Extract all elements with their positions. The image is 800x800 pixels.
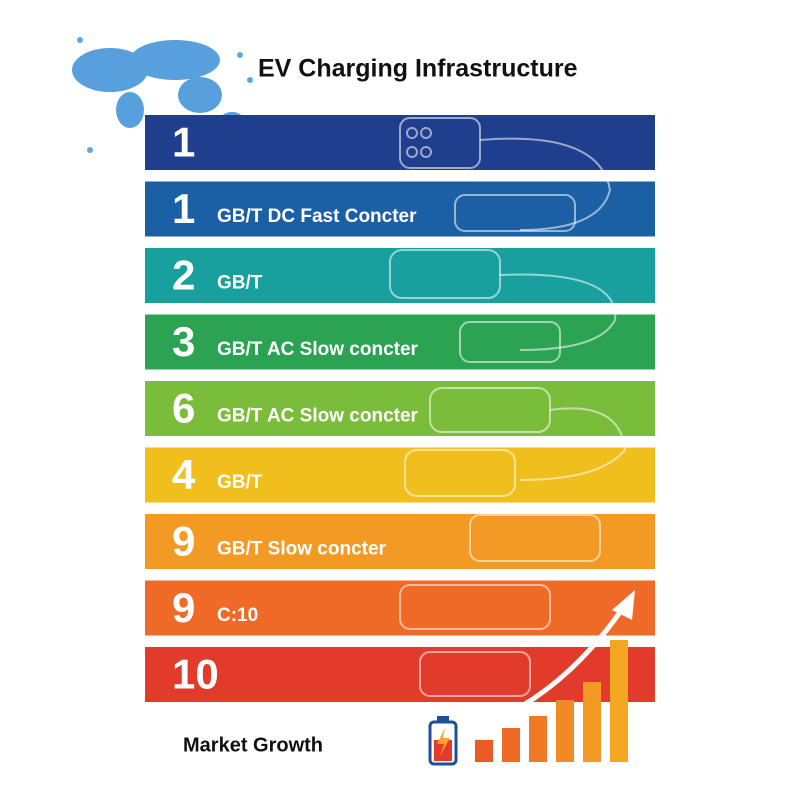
row-band xyxy=(145,647,655,702)
row-number: 2 xyxy=(172,252,195,299)
row-band xyxy=(145,181,655,237)
row-number: 3 xyxy=(172,318,195,365)
row-label: GB/T Slow concter xyxy=(217,539,387,560)
row-number: 4 xyxy=(172,451,196,498)
row-number: 1 xyxy=(172,119,195,166)
battery-icon xyxy=(428,716,458,766)
row-label: GB/T xyxy=(217,472,263,493)
growth-bars xyxy=(469,590,635,762)
row-number: 10 xyxy=(172,651,219,698)
row-band xyxy=(145,514,655,569)
row-label: GB/T AC Slow concter xyxy=(217,339,419,360)
row-label: GB/T DC Fast Concter xyxy=(217,206,417,227)
row-number: 9 xyxy=(172,584,195,631)
row-band xyxy=(145,248,655,303)
connector-illustrations xyxy=(389,117,627,697)
row-label: GB/T xyxy=(217,273,263,294)
row-number: 1 xyxy=(172,185,195,232)
row-label: C:10 xyxy=(217,605,258,626)
row-number: 6 xyxy=(172,385,195,432)
footer-label: Market Growth xyxy=(183,734,323,756)
row-band xyxy=(145,447,655,503)
world-map xyxy=(72,40,244,128)
row-number: 9 xyxy=(172,518,195,565)
rows: 1 1 GB/T DC Fast Concter 2 GB/T 3 GB/T AC Slow… xyxy=(145,115,655,702)
row-band xyxy=(145,314,655,370)
row-label: GB/T AC Slow concter xyxy=(217,406,419,427)
title: EV Charging Infrastructure xyxy=(258,55,578,83)
